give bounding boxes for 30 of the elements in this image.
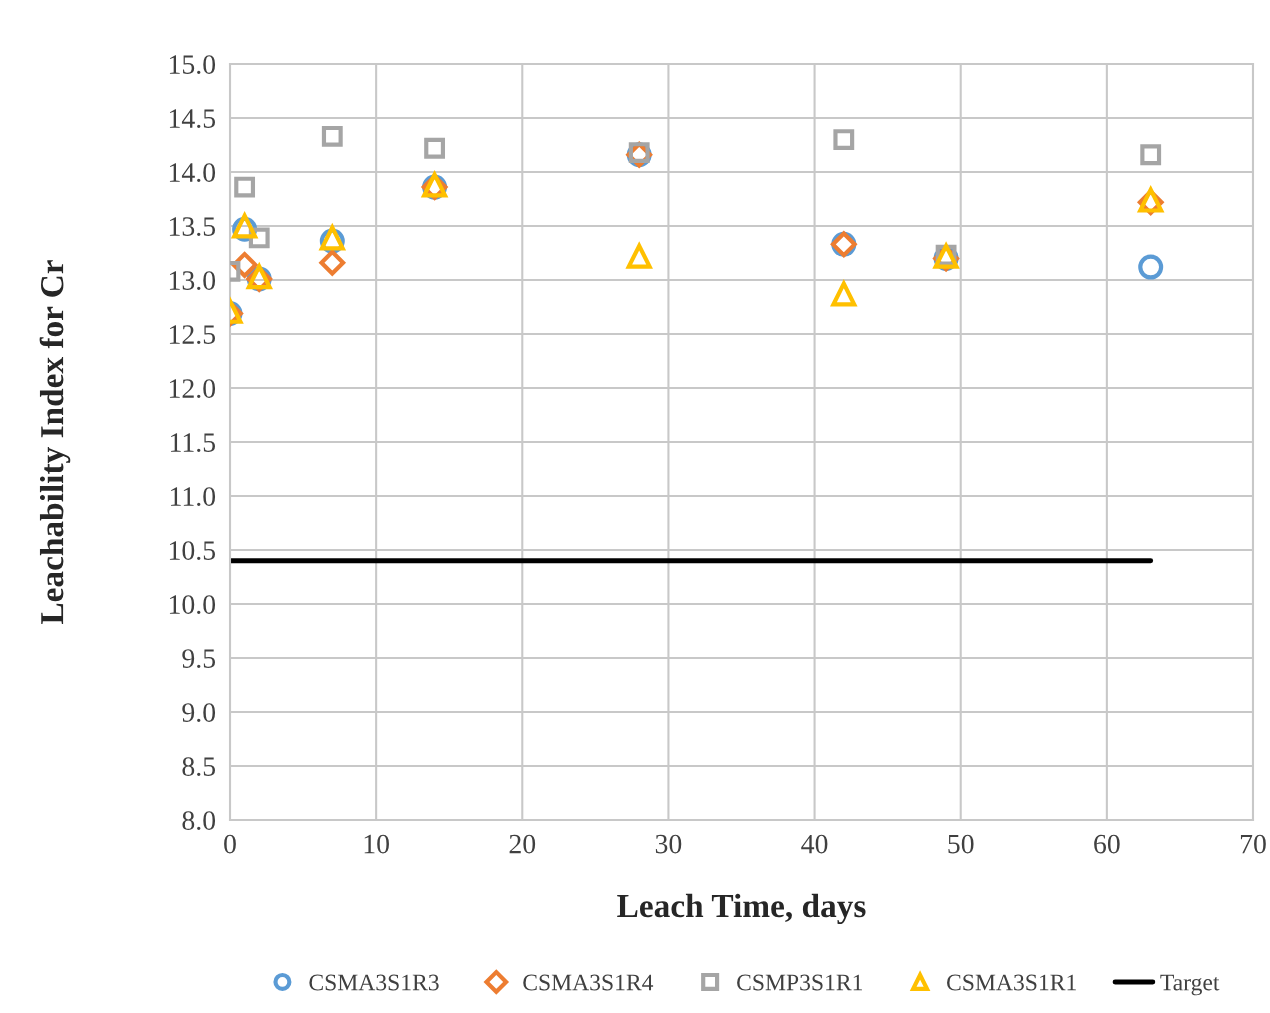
y-tick-label: 12.0 [169, 379, 216, 399]
y-tick-label: 9.0 [182, 703, 216, 723]
y-tick-label: 8.5 [182, 757, 216, 777]
y-tick-label: 8.0 [182, 811, 216, 831]
x-tick-label: 50 [948, 834, 974, 854]
x-tick-label: 40 [801, 834, 828, 854]
y-tick-label: 10.5 [169, 541, 216, 561]
y-tick-label: 12.5 [169, 325, 216, 345]
y-tick-label: 11.5 [170, 433, 216, 453]
legend-label: CSMP3S1R1 [737, 974, 862, 991]
y-tick-label: 11.0 [170, 487, 216, 507]
y-tick-label: 14.0 [169, 163, 216, 183]
y-axis-title: Leachability Index for Cr [39, 260, 71, 624]
y-tick-label: 10.0 [169, 595, 216, 615]
y-tick-label: 15.0 [169, 55, 216, 75]
x-tick-label: 10 [364, 834, 389, 854]
x-tick-label: 0 [224, 834, 236, 854]
x-tick-label: 30 [655, 834, 682, 854]
y-tick-label: 14.5 [169, 109, 216, 129]
legend-label: CSMA3S1R4 [523, 974, 654, 991]
legend-label: CSMA3S1R1 [947, 974, 1076, 991]
x-tick-label: 70 [1240, 834, 1266, 854]
x-tick-label: 20 [509, 834, 536, 854]
x-axis-title: Leach Time, days [617, 893, 866, 925]
y-tick-label: 9.5 [182, 649, 216, 669]
legend-label: Target [1160, 974, 1220, 996]
y-tick-label: 13.5 [169, 217, 216, 237]
x-tick-label: 60 [1094, 834, 1120, 854]
y-tick-label: 13.0 [169, 271, 216, 291]
legend-label: CSMA3S1R3 [309, 974, 439, 991]
